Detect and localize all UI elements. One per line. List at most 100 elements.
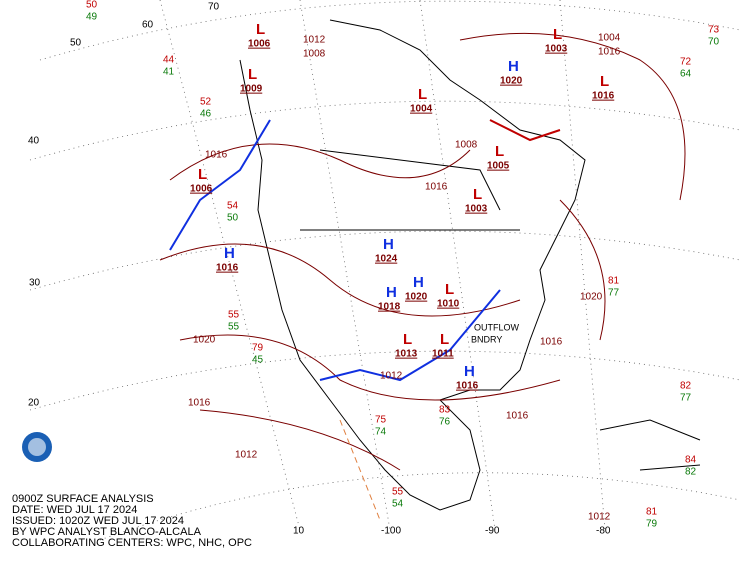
- cold-front: [319, 289, 501, 382]
- pressure-letter: H: [386, 284, 397, 301]
- latitude-label: 60: [142, 20, 154, 31]
- station-temp: 52: [200, 97, 212, 108]
- isobar-label: 1004: [598, 33, 621, 44]
- station-dew: 79: [646, 519, 658, 530]
- station-dew: 41: [163, 67, 175, 78]
- isobar-label: 1012: [303, 35, 326, 46]
- pressure-value: 1024: [375, 254, 398, 265]
- station-dew: 82: [685, 467, 697, 478]
- pressure-letter: H: [464, 363, 475, 380]
- isobar-label: 1012: [380, 371, 403, 382]
- pressure-value: 1016: [216, 263, 239, 274]
- pressure-value: 1003: [545, 44, 568, 55]
- station-temp: 73: [708, 25, 720, 36]
- lat-line: [39, 0, 741, 61]
- longitude-label: -100: [381, 526, 401, 537]
- isobar: [159, 243, 521, 317]
- station-dew: 76: [439, 417, 451, 428]
- isobar: [179, 334, 561, 401]
- latitude-label: 70: [208, 2, 220, 13]
- pressure-value: 1009: [240, 84, 263, 95]
- trough: [339, 419, 381, 521]
- pressure-letter: H: [413, 274, 424, 291]
- station-temp: 82: [680, 381, 692, 392]
- pressure-letter: H: [383, 236, 394, 253]
- station-dew: 74: [375, 427, 387, 438]
- caption-line: DATE: WED JUL 17 2024: [12, 504, 137, 516]
- station-dew: 50: [227, 213, 239, 224]
- station-dew: 70: [708, 37, 720, 48]
- isobar: [459, 32, 686, 201]
- pressure-letter: L: [256, 21, 265, 38]
- coast: [239, 19, 586, 511]
- station-dew: 77: [680, 393, 692, 404]
- caption-line: ISSUED: 1020Z WED JUL 17 2024: [12, 515, 184, 527]
- latitude-label: 50: [70, 38, 82, 49]
- station-dew: 46: [200, 109, 212, 120]
- isobar-label: 1016: [506, 411, 529, 422]
- isobar-label: 1016: [188, 398, 211, 409]
- station-temp: 55: [392, 487, 404, 498]
- isobar: [169, 143, 471, 181]
- pressure-value: 1016: [592, 91, 615, 102]
- station-dew: 54: [392, 499, 404, 510]
- feature-label: OUTFLOW: [474, 322, 520, 332]
- pressure-letter: L: [495, 143, 504, 160]
- isobar-label: 1016: [540, 337, 563, 348]
- latitude-label: 30: [29, 278, 41, 289]
- isobars: [159, 32, 686, 471]
- isobar: [199, 409, 401, 471]
- pressure-value: 1006: [190, 184, 213, 195]
- isobar-label: 1016: [425, 182, 448, 193]
- isobar-label: 1020: [193, 335, 216, 346]
- pressure-letter: H: [508, 58, 519, 75]
- station-temp: 79: [252, 343, 264, 354]
- pressure-letter: L: [418, 86, 427, 103]
- isobar-label: 1016: [598, 47, 621, 58]
- station-temp: 44: [163, 55, 175, 66]
- pressure-letter: H: [224, 245, 235, 262]
- pressure-letter: L: [473, 186, 482, 203]
- coastlines: [239, 19, 701, 511]
- pressure-value: 1004: [410, 104, 433, 115]
- latitude-label: 20: [28, 398, 40, 409]
- pressure-letter: L: [440, 331, 449, 348]
- station-temp: 72: [680, 57, 692, 68]
- graticule: [29, 0, 741, 541]
- pressure-value: 1016: [456, 381, 479, 392]
- isobar-label: 1012: [235, 450, 258, 461]
- station-temp: 50: [86, 0, 98, 11]
- pressure-letter: L: [248, 66, 257, 83]
- station-temp: 55: [228, 310, 240, 321]
- islands: [599, 419, 701, 471]
- latitude-label: 10: [293, 526, 305, 537]
- logo-inner: [28, 438, 46, 456]
- isobar-label: 1008: [303, 49, 326, 60]
- pressure-value: 1013: [395, 349, 418, 360]
- station-temp: 54: [227, 201, 239, 212]
- station-temp: 81: [646, 507, 658, 518]
- latitude-label: 40: [28, 136, 40, 147]
- isobar-label: 1016: [205, 150, 228, 161]
- warm-front: [489, 119, 561, 142]
- caption-line: COLLABORATING CENTERS: WPC, NHC, OPC: [12, 537, 252, 549]
- noaa-logo: [22, 432, 52, 462]
- caption-line: BY WPC ANALYST BLANCO-ALCALA: [12, 526, 202, 538]
- pressure-letter: L: [403, 331, 412, 348]
- isobar-label: 1008: [455, 140, 478, 151]
- longitude-label: -90: [485, 526, 500, 537]
- station-temp: 84: [685, 455, 697, 466]
- pressure-value: 1006: [248, 39, 271, 50]
- station-dew: 64: [680, 69, 692, 80]
- station-temp: 81: [608, 276, 620, 287]
- station-temp: 83: [439, 405, 451, 416]
- lon-line: [559, 0, 606, 531]
- caption-line: 0900Z SURFACE ANALYSIS: [12, 493, 154, 505]
- pressure-letter: L: [600, 73, 609, 90]
- pressure-value: 1011: [432, 349, 454, 360]
- feature-label: BNDRY: [471, 334, 502, 344]
- station-dew: 49: [86, 12, 98, 23]
